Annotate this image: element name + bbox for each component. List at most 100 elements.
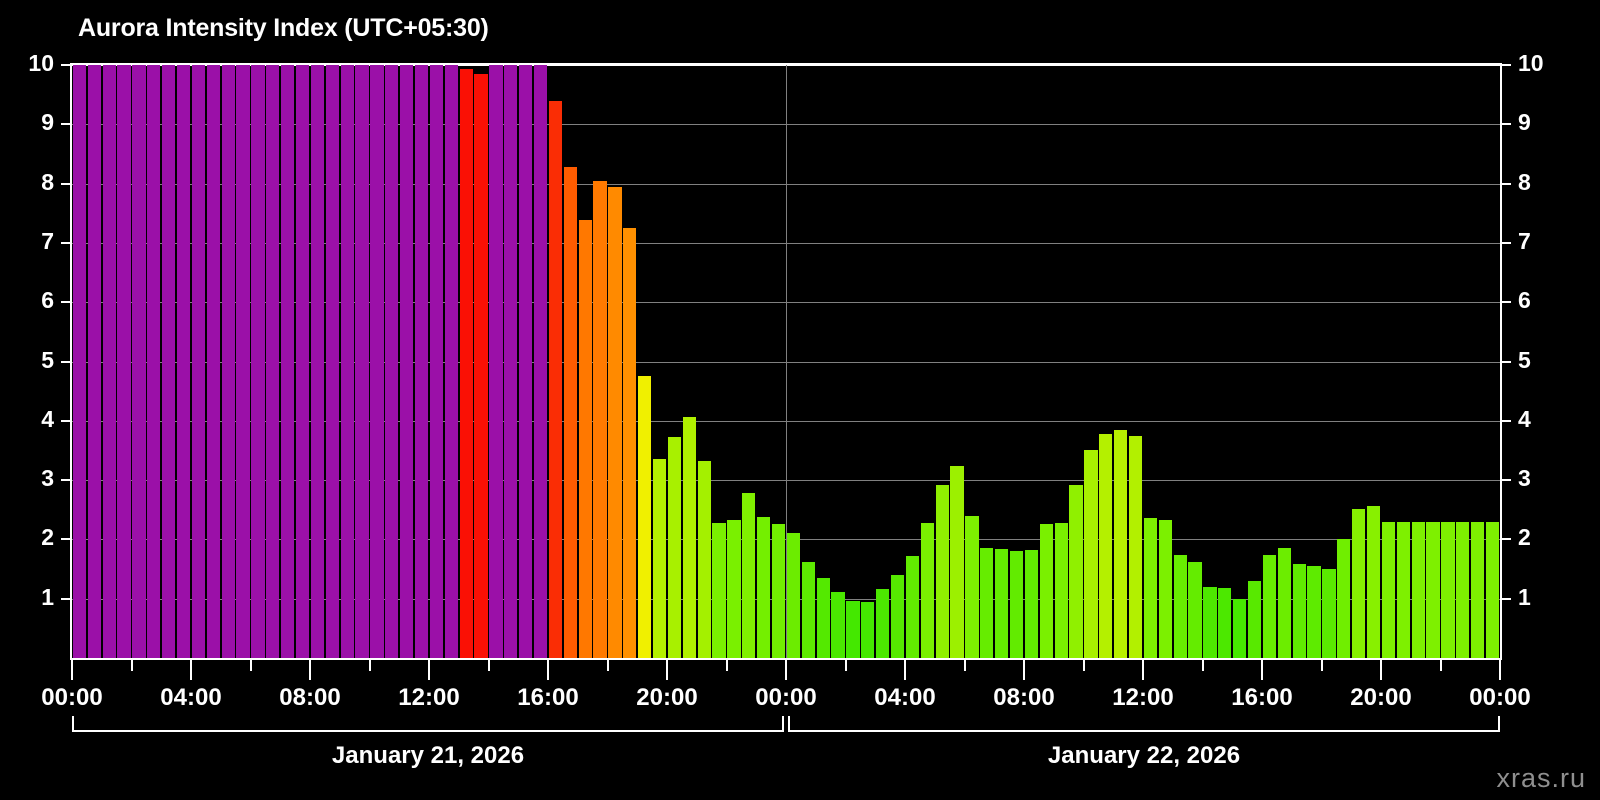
day-label-0: January 21, 2026 [331,742,525,769]
x-tick-10h [368,660,371,671]
bar [340,65,354,658]
bar [310,65,325,658]
bar [1441,521,1455,658]
bar-series [72,65,1500,658]
bar [429,65,444,658]
bar [132,65,146,658]
bar [623,228,637,658]
bar [727,520,741,658]
x-tick-28h [904,660,906,680]
x-tick-40h [1261,660,1263,680]
bar [1381,521,1396,658]
x-tick-30h [963,660,966,671]
y-axis-label-right-3: 3 [1518,465,1531,492]
bar [742,493,756,658]
x-tick-26h [844,660,847,671]
bar [117,65,131,658]
bar [325,65,339,658]
y-axis-label-left-7: 7 [41,227,54,254]
bar [697,461,711,658]
x-tick-18h [606,660,609,671]
y-axis-label-left-2: 2 [41,524,54,551]
bar [1099,433,1113,658]
bar [876,589,890,658]
bar [861,601,875,658]
y-axis-label-right-4: 4 [1518,405,1531,432]
y-tick-right-6 [1502,301,1511,304]
bar [176,65,191,658]
bar [1128,436,1143,658]
bar [102,65,116,658]
y-axis-label-left-6: 6 [41,287,54,314]
y-axis-label-left-1: 1 [41,583,54,610]
bar [414,65,429,658]
bar [1158,520,1172,658]
y-tick-right-2 [1502,538,1511,541]
bar [786,533,801,658]
bar [980,547,994,658]
y-axis-label-right-5: 5 [1518,346,1531,373]
bar [920,522,934,658]
bar [1337,539,1351,658]
y-tick-8 [61,182,70,185]
bar [1203,586,1217,658]
day-bracket-0 [72,730,784,732]
y-axis-label-left-3: 3 [41,465,54,492]
y-axis-label-right-6: 6 [1518,287,1531,314]
bar [1485,521,1500,658]
x-axis-label-6: 00:00 [755,684,817,711]
x-tick-0h [71,660,73,680]
bar [935,484,949,658]
bar [1173,554,1187,658]
bar [1262,554,1277,658]
bar [652,458,667,658]
y-axis-left-line [70,65,72,660]
y-tick-7 [61,241,70,244]
bar [1456,521,1470,658]
x-axis-label-3: 12:00 [398,684,460,711]
bar [1471,521,1485,658]
bar [593,180,607,658]
plot-top-line [70,63,1502,65]
bar [801,561,815,658]
bar [147,65,161,658]
bar [771,523,786,658]
x-tick-44h [1380,660,1382,680]
y-tick-right-3 [1502,479,1511,482]
bar [950,465,964,658]
y-tick-right-1 [1502,597,1511,600]
bar [1411,521,1425,658]
y-axis-label-left-10: 10 [28,50,54,76]
bar [1322,569,1336,658]
bar [72,65,87,658]
y-tick-9 [61,123,70,126]
y-axis-label-right-10: 10 [1518,50,1544,76]
y-tick-10 [61,64,70,66]
bar [355,65,369,658]
y-tick-4 [61,419,70,422]
y-axis-label-left-9: 9 [41,109,54,136]
watermark: xras.ru [1496,763,1586,793]
bar [162,65,176,658]
x-tick-6h [249,660,252,671]
x-tick-48h [1499,660,1501,680]
x-tick-24h [785,660,787,680]
y-tick-3 [61,479,70,482]
bar [1143,518,1158,658]
y-axis-label-right-7: 7 [1518,227,1531,254]
bar [816,577,830,658]
bar [1054,522,1068,658]
x-axis-label-5: 20:00 [636,684,698,711]
bar [846,601,860,658]
bar [667,437,682,658]
x-axis-label-2: 08:00 [279,684,341,711]
bar [757,516,771,658]
x-tick-8h [309,660,311,680]
x-tick-14h [487,660,490,671]
bar [1277,547,1291,658]
bar [1352,508,1366,658]
bar [400,65,414,658]
gridline-day-separator [786,65,787,658]
x-tick-34h [1082,660,1085,671]
bar [1292,564,1306,658]
